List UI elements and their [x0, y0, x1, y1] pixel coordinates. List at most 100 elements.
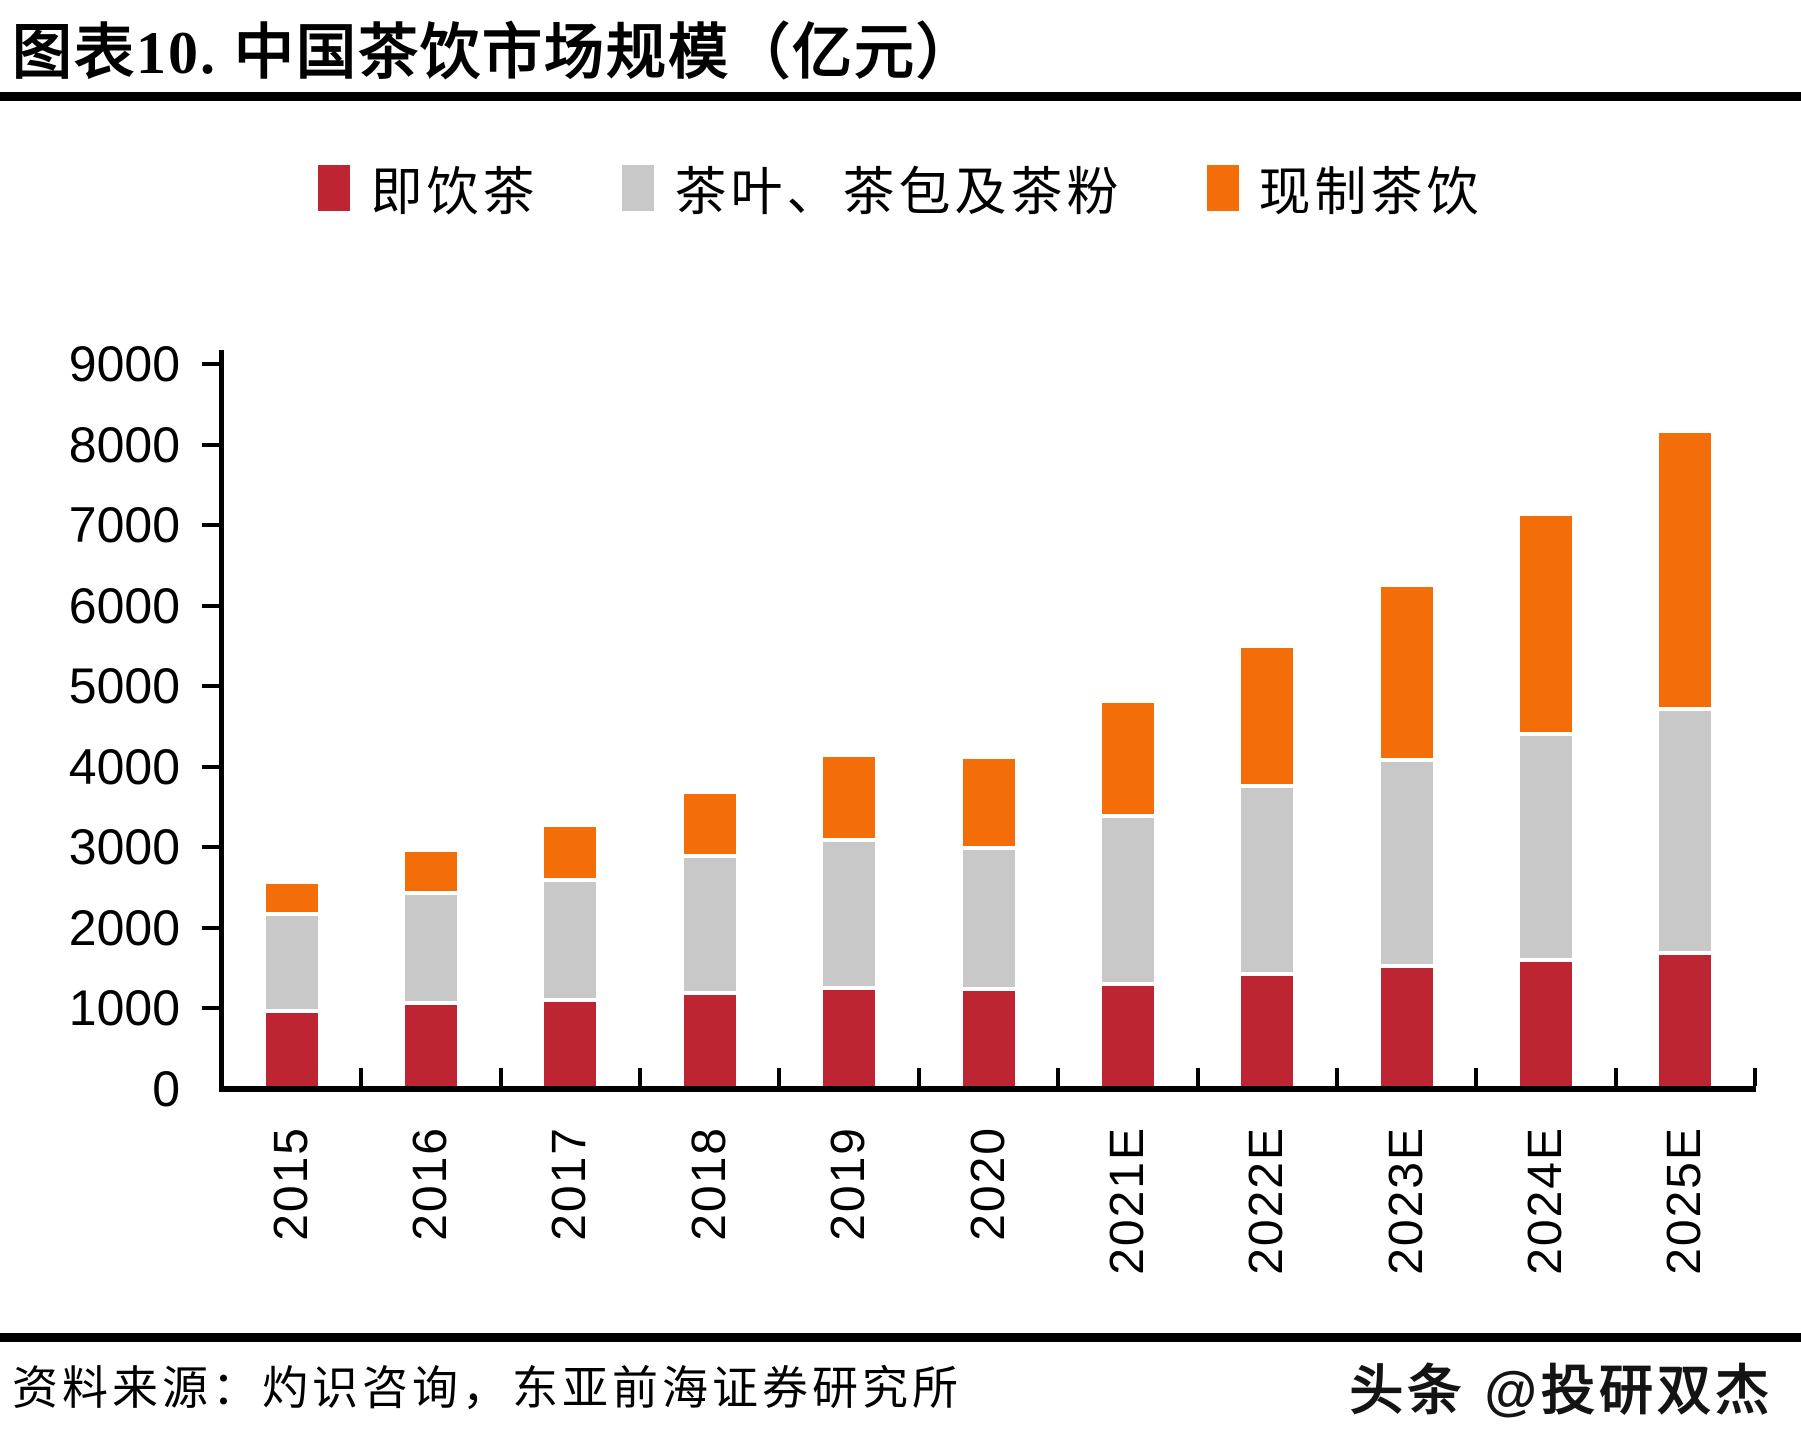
bar-segment-2022E-现制茶饮	[1241, 648, 1294, 788]
y-axis-label: 1000	[68, 980, 180, 1037]
chart-title: 图表10. 中国茶饮市场规模（亿元）	[12, 20, 978, 86]
y-axis-label: 6000	[68, 577, 180, 634]
bar-2016	[405, 851, 458, 1086]
x-axis-tick	[1334, 1068, 1339, 1086]
bar-2020	[962, 758, 1015, 1086]
bar-segment-2024E-即饮茶	[1519, 961, 1572, 1086]
y-axis-tick	[202, 1006, 220, 1011]
bar-segment-2016-现制茶饮	[405, 851, 458, 896]
x-axis-label-2025E: 2025E	[1658, 1126, 1712, 1275]
watermark-text: 头条 @投研双杰	[1349, 1361, 1773, 1421]
bar-segment-2019-即饮茶	[823, 990, 876, 1086]
y-axis-label: 0	[152, 1061, 180, 1117]
y-axis-label: 9000	[68, 336, 180, 392]
x-axis-tick	[498, 1068, 503, 1086]
legend-swatch-icon	[318, 164, 351, 211]
x-axis-label-2018: 2018	[682, 1126, 736, 1241]
bar-segment-2024E-茶叶、茶包及茶粉	[1519, 735, 1572, 962]
bar-segment-2025E-即饮茶	[1659, 955, 1712, 1086]
legend-swatch-icon	[622, 164, 655, 211]
bar-segment-2020-现制茶饮	[962, 758, 1015, 850]
y-axis-label: 4000	[68, 738, 180, 795]
y-axis-tick	[202, 442, 220, 447]
y-axis-label: 7000	[68, 497, 180, 554]
legend-label: 茶叶、茶包及茶粉	[674, 165, 1123, 222]
legend-item-现制茶饮: 现制茶饮	[1206, 150, 1483, 225]
bar-segment-2020-即饮茶	[962, 990, 1015, 1086]
x-axis-tick	[1056, 1068, 1061, 1086]
y-axis-tick	[202, 925, 220, 930]
x-axis-label-2023E: 2023E	[1379, 1126, 1433, 1275]
bar-2019	[823, 756, 876, 1086]
bar-segment-2017-现制茶饮	[544, 827, 597, 883]
legend-item-茶叶、茶包及茶粉: 茶叶、茶包及茶粉	[622, 150, 1122, 225]
y-axis-tick	[202, 362, 220, 366]
bar-2022E	[1241, 648, 1294, 1086]
bar-segment-2018-茶叶、茶包及茶粉	[683, 857, 736, 996]
y-axis-label: 3000	[68, 819, 180, 876]
x-axis-label-2017: 2017	[543, 1126, 597, 1241]
bar-segment-2018-即饮茶	[683, 995, 736, 1086]
bar-segment-2025E-茶叶、茶包及茶粉	[1659, 710, 1712, 956]
legend-item-即饮茶: 即饮茶	[318, 150, 538, 225]
x-axis-tick	[916, 1068, 921, 1086]
x-axis-tick	[1613, 1068, 1618, 1086]
legend-label: 现制茶饮	[1258, 165, 1483, 222]
y-axis-tick	[202, 684, 220, 689]
bar-segment-2023E-即饮茶	[1380, 967, 1433, 1086]
bar-2018	[683, 793, 736, 1086]
x-axis-label-2021E: 2021E	[1100, 1126, 1154, 1275]
top-divider	[0, 92, 1801, 101]
bar-2021E	[1101, 702, 1154, 1086]
bar-segment-2015-现制茶饮	[265, 883, 318, 917]
x-axis-tick	[638, 1068, 643, 1086]
bar-segment-2018-现制茶饮	[683, 793, 736, 858]
x-axis-line	[219, 1086, 1756, 1092]
y-axis-tick	[202, 845, 220, 850]
bar-segment-2015-茶叶、茶包及茶粉	[265, 916, 318, 1014]
y-axis-label: 2000	[68, 899, 180, 956]
bar-2025E	[1659, 432, 1712, 1086]
bar-segment-2020-茶叶、茶包及茶粉	[962, 849, 1015, 991]
x-axis-label-2024E: 2024E	[1518, 1126, 1572, 1275]
y-axis-tick	[202, 523, 220, 528]
chart-legend: 即饮茶 茶叶、茶包及茶粉 现制茶饮	[0, 150, 1801, 225]
bar-segment-2024E-现制茶饮	[1519, 515, 1572, 736]
x-axis-tick	[1753, 1068, 1757, 1086]
x-axis-tick	[777, 1068, 782, 1086]
bar-segment-2021E-即饮茶	[1101, 985, 1154, 1086]
x-axis-tick	[1474, 1068, 1479, 1086]
bar-2017	[544, 827, 597, 1086]
bar-segment-2019-现制茶饮	[823, 756, 876, 842]
x-axis-tick	[1195, 1068, 1200, 1086]
bar-segment-2021E-茶叶、茶包及茶粉	[1101, 817, 1154, 986]
bar-segment-2023E-现制茶饮	[1380, 586, 1433, 763]
y-axis-line	[219, 350, 224, 1092]
bar-2024E	[1519, 515, 1572, 1086]
bar-segment-2022E-即饮茶	[1241, 975, 1294, 1086]
source-note: 资料来源：灼识咨询，东亚前海证券研究所	[12, 1363, 962, 1414]
x-axis-label-2022E: 2022E	[1240, 1126, 1294, 1275]
y-axis-label: 8000	[68, 416, 180, 473]
bar-segment-2022E-茶叶、茶包及茶粉	[1241, 787, 1294, 976]
bar-2015	[265, 883, 318, 1086]
x-axis-tick	[359, 1068, 364, 1086]
bar-segment-2025E-现制茶饮	[1659, 432, 1712, 711]
bar-segment-2021E-现制茶饮	[1101, 702, 1154, 818]
bar-segment-2016-即饮茶	[405, 1005, 458, 1086]
bar-segment-2019-茶叶、茶包及茶粉	[823, 841, 876, 991]
bar-segment-2015-即饮茶	[265, 1013, 318, 1086]
legend-swatch-icon	[1206, 164, 1239, 211]
legend-label: 即饮茶	[370, 165, 539, 222]
x-axis-label-2019: 2019	[822, 1126, 876, 1241]
bar-2023E	[1380, 586, 1433, 1086]
x-axis-label-2016: 2016	[404, 1126, 458, 1241]
bottom-divider	[0, 1333, 1801, 1342]
x-axis-label-2020: 2020	[961, 1126, 1015, 1241]
bar-segment-2017-茶叶、茶包及茶粉	[544, 882, 597, 1003]
x-axis-label-2015: 2015	[264, 1126, 318, 1241]
bar-segment-2016-茶叶、茶包及茶粉	[405, 895, 458, 1006]
bar-segment-2023E-茶叶、茶包及茶粉	[1380, 762, 1433, 968]
bar-segment-2017-即饮茶	[544, 1002, 597, 1086]
